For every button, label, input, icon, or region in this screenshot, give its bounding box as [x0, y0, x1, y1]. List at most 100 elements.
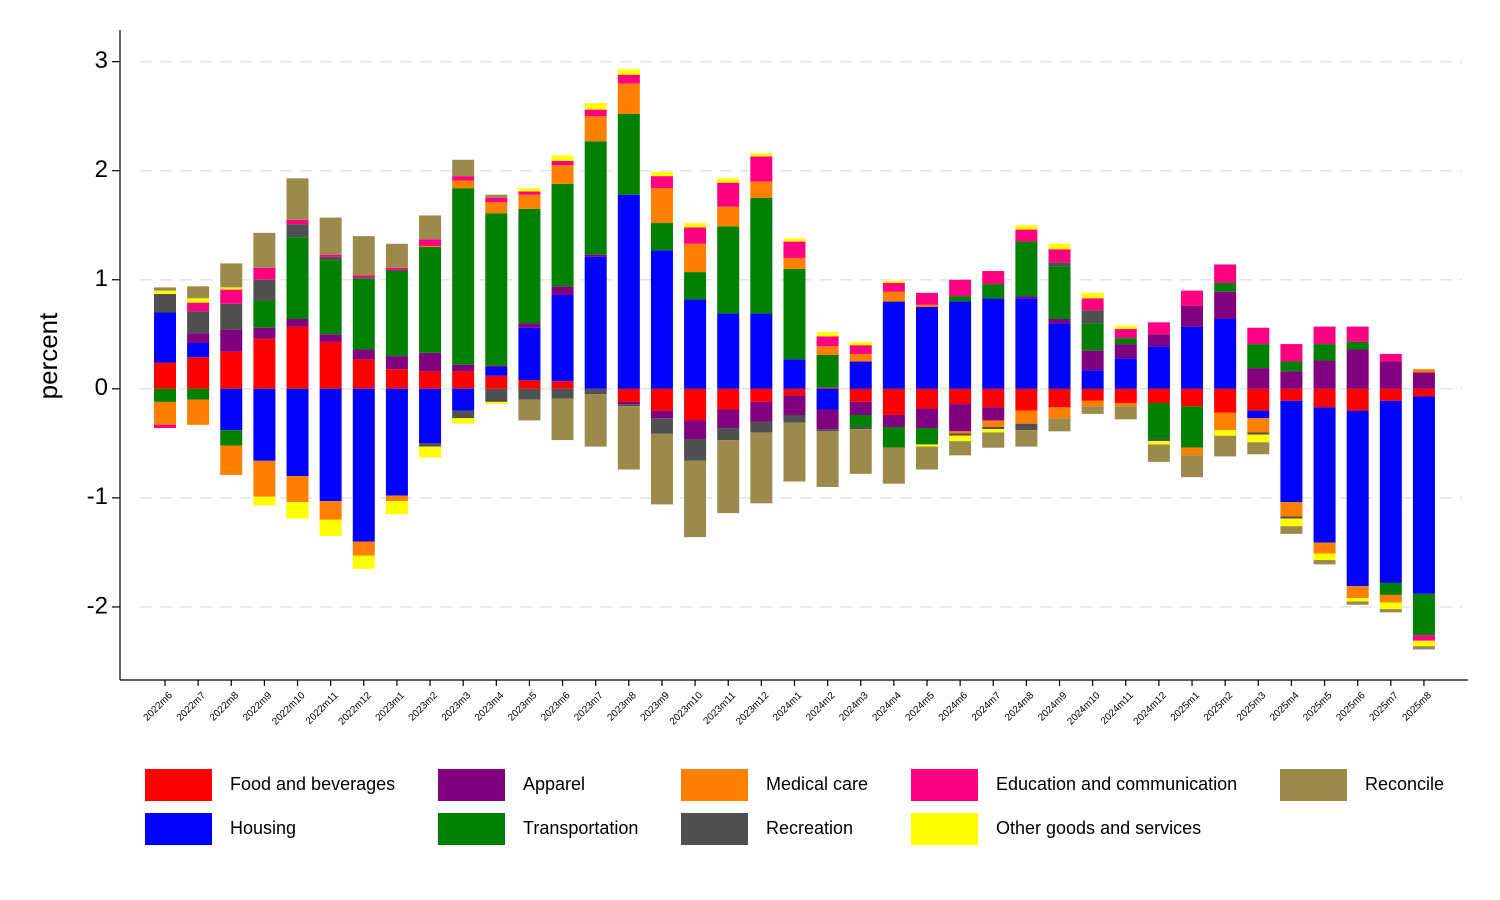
- bar-segment: [1081, 388, 1104, 401]
- bar-segment: [717, 440, 740, 514]
- bar-segment: [1280, 400, 1303, 503]
- bar-segment: [1214, 435, 1237, 457]
- bar-segment: [1412, 396, 1435, 594]
- bar-segment: [253, 327, 276, 339]
- bar-segment: [1015, 430, 1038, 447]
- bar-segment: [1412, 635, 1435, 641]
- bar-segment: [385, 388, 408, 496]
- bar-segment: [783, 268, 806, 360]
- legend-label: Food and beverages: [230, 774, 395, 794]
- x-tick-label: 2024m7: [970, 690, 1004, 724]
- bar-segment: [1412, 593, 1435, 636]
- bar-segment: [750, 401, 773, 422]
- bar-segment: [915, 446, 938, 470]
- bar-segment: [1048, 407, 1071, 419]
- bar-segment: [385, 271, 408, 357]
- bar-segment: [1214, 430, 1237, 436]
- bar-segment: [816, 336, 839, 347]
- x-tick-label: 2022m8: [208, 690, 242, 724]
- bar-segment: [551, 388, 574, 399]
- bar-segment: [750, 156, 773, 182]
- bar-segment: [1379, 361, 1402, 389]
- bar-segment: [1346, 586, 1369, 599]
- bar-segment: [1147, 402, 1170, 439]
- x-tick-label: 2025m2: [1202, 690, 1236, 724]
- bar-segment: [1147, 444, 1170, 462]
- bar-segment: [1313, 388, 1336, 408]
- x-tick-label: 2025m6: [1334, 690, 1368, 724]
- bar-segment: [783, 241, 806, 258]
- bar-segment: [816, 429, 839, 432]
- bar-segment: [1412, 372, 1435, 389]
- bar-segment: [849, 353, 872, 362]
- y-tick-label: 0: [95, 374, 108, 401]
- bar-segment: [650, 188, 673, 224]
- bar-segment: [684, 388, 707, 421]
- bar-segment: [253, 232, 276, 268]
- bar-segment: [154, 388, 176, 402]
- bar-segment: [286, 502, 309, 519]
- bar-segment: [849, 341, 872, 346]
- bar-segment: [551, 155, 574, 161]
- bar-segment: [1379, 582, 1402, 595]
- bar-segment: [452, 418, 475, 424]
- x-tick-label: 2025m7: [1367, 690, 1401, 724]
- bar-segment: [1214, 283, 1237, 292]
- bar-segment: [1181, 326, 1204, 389]
- bar-segment: [949, 433, 972, 436]
- bar-segment: [187, 333, 210, 344]
- bar-segment: [518, 188, 541, 192]
- bar-segment: [1081, 370, 1104, 389]
- bar-segment: [220, 303, 243, 330]
- bar-segment: [352, 541, 375, 556]
- x-tick-label: 2023m2: [407, 690, 441, 724]
- legend-label: Recreation: [766, 818, 853, 838]
- legend-label: Medical care: [766, 774, 868, 794]
- bar-segment: [783, 422, 806, 482]
- bar-segment: [617, 388, 640, 402]
- bar-segment: [684, 227, 707, 244]
- bar-segment: [1081, 298, 1104, 311]
- bar-segment: [617, 404, 640, 407]
- x-tick-label: 2023m4: [473, 690, 507, 724]
- bar-segment: [319, 260, 342, 335]
- bar-segment: [849, 388, 872, 402]
- bar-segment: [1081, 406, 1104, 414]
- bar-segment: [220, 329, 243, 352]
- bar-segment: [286, 319, 309, 327]
- bar-segment: [1114, 325, 1137, 329]
- x-tick-label: 2024m12: [1132, 690, 1170, 728]
- bar-segment: [1048, 319, 1071, 324]
- bar-segment: [684, 299, 707, 389]
- bar-segment: [1081, 323, 1104, 351]
- bar-segment: [518, 380, 541, 389]
- y-tick-label: -2: [87, 592, 108, 619]
- bar-segment: [419, 443, 442, 447]
- bar-segment: [584, 116, 607, 142]
- legend-swatch: [145, 813, 212, 845]
- x-tick-label: 2024m4: [871, 690, 905, 724]
- bar-segment: [319, 388, 342, 502]
- x-tick-label: 2023m6: [539, 690, 573, 724]
- bar-segment: [1379, 400, 1402, 583]
- bar-segment: [1114, 358, 1137, 389]
- bar-segment: [684, 243, 707, 273]
- y-axis-label: percent: [33, 312, 63, 399]
- bar-segment: [253, 388, 276, 461]
- y-tick-label: 2: [95, 156, 108, 183]
- bar-segment: [1247, 418, 1270, 433]
- x-tick-label: 2025m4: [1268, 690, 1302, 724]
- bar-segment: [1114, 344, 1137, 359]
- bar-segment: [154, 424, 176, 429]
- bar-segment: [684, 460, 707, 538]
- bar-segment: [750, 197, 773, 314]
- bar-segment: [816, 388, 839, 410]
- bar-segment: [882, 388, 905, 415]
- bar-segment: [1379, 609, 1402, 613]
- bar-segment: [982, 429, 1005, 433]
- bar-segment: [286, 219, 309, 225]
- bar-segment: [1114, 402, 1137, 407]
- x-tick-label: 2022m7: [175, 690, 209, 724]
- bar-segment: [915, 388, 938, 409]
- bar-segment: [1346, 341, 1369, 350]
